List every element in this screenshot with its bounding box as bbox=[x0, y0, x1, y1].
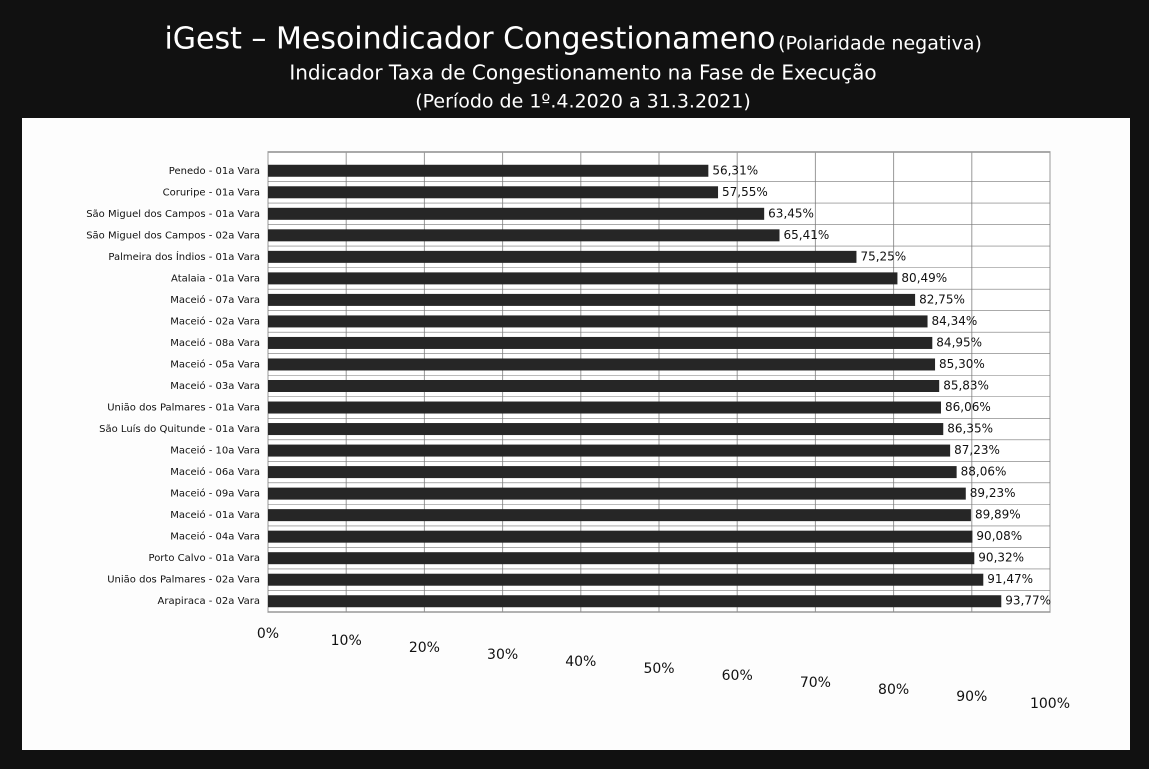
bar bbox=[268, 552, 975, 565]
value-label: 82,75% bbox=[919, 292, 965, 306]
x-tick-label: 10% bbox=[331, 633, 362, 649]
y-tick-label: Arapiraca - 02a Vara bbox=[158, 596, 261, 607]
y-tick-label: União dos Palmares - 01a Vara bbox=[107, 403, 260, 414]
value-label: 86,35% bbox=[947, 422, 993, 436]
y-tick-label: Penedo - 01a Vara bbox=[169, 166, 260, 177]
y-tick-label: Maceió - 05a Vara bbox=[170, 358, 260, 370]
x-tick-label: 30% bbox=[487, 647, 518, 663]
y-tick-label: Maceió - 02a Vara bbox=[170, 315, 260, 327]
value-label: 89,23% bbox=[970, 486, 1016, 500]
x-tick-label: 90% bbox=[956, 689, 987, 705]
value-label: 80,49% bbox=[901, 271, 947, 285]
y-tick-label: Coruripe - 01a Vara bbox=[163, 187, 260, 198]
value-label: 84,34% bbox=[932, 314, 978, 328]
value-label: 84,95% bbox=[936, 335, 982, 349]
value-label: 90,32% bbox=[978, 551, 1024, 565]
y-tick-label: Maceió - 06a Vara bbox=[170, 466, 260, 478]
bar bbox=[268, 530, 973, 543]
value-label: 86,06% bbox=[945, 400, 991, 414]
value-label: 65,41% bbox=[784, 228, 830, 242]
chart-subtitle: Indicador Taxa de Congestionamento na Fa… bbox=[289, 61, 876, 85]
value-label: 85,30% bbox=[939, 357, 985, 371]
x-tick-label: 100% bbox=[1030, 696, 1070, 712]
x-tick-label: 50% bbox=[643, 661, 674, 677]
value-label: 85,83% bbox=[943, 379, 989, 393]
y-tick-label: Palmeira dos Índios - 01a Vara bbox=[108, 250, 260, 263]
bar bbox=[268, 423, 944, 436]
y-tick-label: Porto Calvo - 01a Vara bbox=[149, 553, 260, 564]
bar bbox=[268, 573, 984, 586]
period: (Período de 1º.4.2020 a 31.3.2021) bbox=[415, 91, 751, 113]
bar bbox=[268, 380, 940, 392]
chart-title: iGest – Mesoindicador Congestionameno bbox=[164, 22, 775, 57]
y-tick-label: Maceió - 01a Vara bbox=[170, 509, 260, 521]
value-label: 93,77% bbox=[1005, 594, 1051, 608]
bar bbox=[268, 186, 719, 199]
y-tick-label: Maceió - 09a Vara bbox=[170, 488, 260, 500]
bar bbox=[268, 315, 928, 328]
bar bbox=[268, 509, 971, 522]
x-tick-label: 70% bbox=[800, 675, 831, 691]
y-tick-label: São Miguel dos Campos - 02a Vara bbox=[86, 230, 260, 241]
y-tick-label: Maceió - 08a Vara bbox=[170, 337, 260, 349]
x-tick-label: 60% bbox=[722, 668, 753, 684]
value-label: 91,47% bbox=[987, 572, 1033, 586]
bar bbox=[268, 444, 951, 457]
value-label: 56,31% bbox=[712, 163, 758, 177]
value-label: 87,23% bbox=[954, 443, 1000, 457]
y-tick-label: Maceió - 04a Vara bbox=[170, 531, 260, 543]
value-label: 89,89% bbox=[975, 508, 1021, 522]
value-label: 75,25% bbox=[860, 249, 906, 263]
x-tick-label: 80% bbox=[878, 682, 909, 698]
bar bbox=[268, 336, 933, 349]
y-tick-label: São Miguel dos Campos - 01a Vara bbox=[86, 209, 260, 220]
title-note: (Polaridade negativa) bbox=[778, 33, 982, 55]
x-tick-label: 40% bbox=[565, 654, 596, 670]
y-tick-label: Atalaia - 01a Vara bbox=[171, 273, 260, 284]
bar bbox=[268, 358, 936, 371]
bar bbox=[268, 229, 780, 242]
y-tick-label: União dos Palmares - 02a Vara bbox=[107, 575, 260, 586]
y-tick-label: São Luís do Quitunde - 01a Vara bbox=[99, 423, 260, 435]
value-label: 57,55% bbox=[722, 185, 768, 199]
x-tick-label: 20% bbox=[409, 640, 440, 656]
bar bbox=[268, 487, 966, 500]
y-tick-label: Maceió - 10a Vara bbox=[170, 445, 260, 457]
bar bbox=[268, 595, 1002, 608]
bar bbox=[268, 164, 709, 177]
y-tick-label: Maceió - 07a Vara bbox=[170, 294, 260, 306]
bar bbox=[268, 401, 941, 414]
bar bbox=[268, 466, 957, 479]
y-tick-label: Maceió - 03a Vara bbox=[170, 380, 260, 392]
x-tick-label: 0% bbox=[257, 626, 279, 642]
bar bbox=[268, 293, 916, 306]
value-label: 88,06% bbox=[961, 465, 1007, 479]
value-label: 63,45% bbox=[768, 206, 814, 220]
bar bbox=[268, 207, 765, 220]
bar bbox=[268, 250, 857, 263]
value-label: 90,08% bbox=[976, 529, 1022, 543]
bar bbox=[268, 272, 898, 285]
